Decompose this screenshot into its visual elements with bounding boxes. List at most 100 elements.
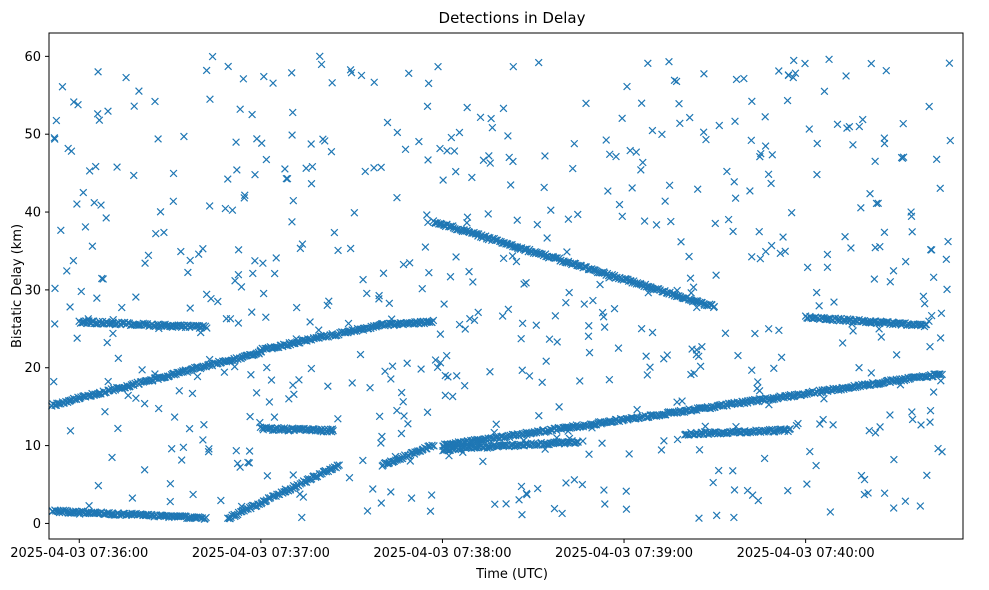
detection-point	[306, 318, 314, 326]
detection-point	[443, 147, 451, 155]
detection-point	[315, 52, 324, 61]
detection-point	[660, 436, 668, 445]
detection-point	[179, 512, 187, 521]
detection-point	[637, 324, 646, 333]
detection-point	[272, 343, 280, 352]
detection-point	[652, 221, 661, 229]
detection-point	[262, 313, 270, 322]
detection-point	[841, 232, 849, 241]
detection-point	[423, 102, 432, 111]
detection-point	[73, 334, 81, 342]
detection-point	[815, 301, 823, 310]
detection-point	[864, 489, 872, 497]
detection-point	[610, 304, 619, 313]
detection-point	[221, 204, 230, 213]
detection-point	[555, 403, 563, 411]
detection-point	[91, 162, 100, 171]
detection-point	[746, 187, 754, 195]
detection-point	[661, 197, 669, 205]
detection-point	[747, 252, 756, 261]
detection-point	[424, 156, 432, 164]
detection-point	[400, 412, 408, 420]
detection-point	[452, 371, 461, 380]
detection-point	[202, 324, 211, 332]
detection-point	[220, 368, 229, 377]
detection-point	[330, 228, 339, 237]
detection-point	[730, 486, 739, 494]
detection-point	[855, 122, 864, 131]
detection-point	[97, 201, 105, 209]
detection-point	[140, 399, 149, 408]
detection-point	[827, 386, 836, 395]
detection-point	[292, 303, 301, 312]
detection-point	[786, 425, 795, 433]
detection-point	[346, 244, 355, 253]
detection-point	[352, 327, 361, 335]
detection-point	[546, 206, 555, 215]
detection-point	[328, 425, 337, 433]
y-tick-label: 20	[24, 361, 41, 376]
detection-point	[916, 502, 925, 510]
detection-point	[447, 133, 456, 142]
detection-point	[425, 318, 434, 327]
detection-point	[140, 466, 149, 474]
detection-point	[648, 328, 657, 337]
detection-point	[387, 315, 396, 323]
detection-point	[288, 131, 296, 139]
detection-point	[849, 327, 857, 335]
detection-point	[202, 66, 211, 75]
detection-point	[175, 386, 184, 395]
detection-point	[922, 320, 931, 329]
detection-point	[259, 259, 267, 268]
detection-point	[428, 441, 436, 450]
detection-point	[324, 382, 332, 391]
detection-point	[426, 507, 435, 516]
detection-point	[552, 434, 561, 442]
detection-point	[500, 441, 509, 450]
detection-point	[245, 447, 254, 455]
detection-point	[509, 62, 518, 71]
detection-point	[541, 445, 549, 454]
detection-point	[732, 422, 740, 431]
detection-point	[199, 436, 207, 444]
detection-point	[596, 280, 604, 289]
detection-point	[673, 286, 682, 295]
detection-point	[366, 383, 374, 392]
detection-point	[550, 504, 559, 513]
detection-point	[287, 68, 296, 77]
detection-point	[289, 196, 298, 205]
detection-point	[213, 297, 222, 306]
detection-point	[926, 342, 934, 351]
detection-point	[397, 388, 406, 397]
detection-point	[233, 166, 241, 174]
detection-point	[574, 261, 583, 270]
detection-point	[692, 303, 701, 312]
detection-point	[463, 103, 472, 112]
detection-point	[356, 350, 365, 359]
detection-point	[604, 187, 612, 195]
detection-point	[476, 113, 485, 122]
detection-point	[858, 115, 867, 124]
detection-point	[200, 420, 208, 429]
detection-point	[784, 71, 793, 79]
detection-point	[874, 199, 883, 208]
detection-point	[460, 381, 469, 390]
detection-point	[870, 275, 879, 283]
detection-point	[826, 508, 835, 516]
detection-point	[527, 439, 536, 447]
detection-point	[518, 366, 527, 375]
detection-point	[747, 366, 756, 375]
detection-point	[805, 125, 814, 133]
detection-point	[323, 301, 332, 310]
detection-point	[509, 157, 517, 166]
detection-point	[270, 413, 279, 421]
detection-point	[207, 294, 215, 303]
detection-point	[582, 99, 590, 108]
detection-point	[75, 510, 84, 518]
y-tick-label: 10	[24, 439, 41, 454]
detection-point	[665, 57, 673, 66]
detection-point	[144, 251, 153, 260]
detection-point	[633, 405, 641, 414]
detection-point	[700, 69, 708, 78]
detection-point	[236, 463, 244, 471]
